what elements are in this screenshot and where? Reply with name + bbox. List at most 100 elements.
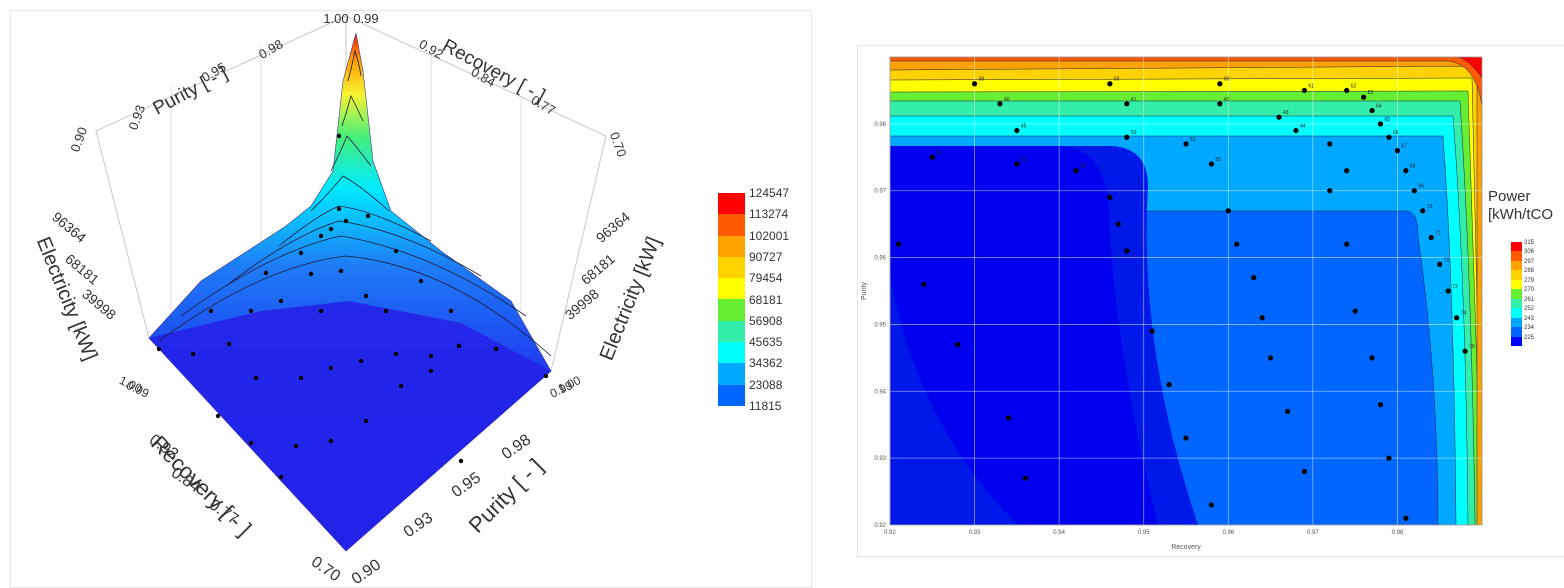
surface-legend-value: 11815	[749, 399, 782, 413]
contour-point-label: 72	[1444, 257, 1450, 263]
contour-data-point	[1411, 188, 1417, 194]
contour-legend-value: 225	[1524, 334, 1535, 341]
contour-x-tick: 0.98	[1392, 530, 1404, 536]
surface-front-recovery-tick: 0.70	[308, 553, 343, 585]
contour-data-point	[1183, 141, 1189, 147]
contour-point-label: 52	[936, 150, 942, 156]
contour-panel: 58 59 60 61 62 63 64 65 66 67 68 69 70 71 72 73 74 75 40 41…	[857, 45, 1564, 557]
surface-data-point	[358, 358, 364, 364]
contour-point-label: 75	[1469, 344, 1475, 350]
contour-data-point	[1386, 455, 1392, 461]
contour-legend-value: 297	[1524, 258, 1535, 265]
contour-x-tick: 0.96	[1222, 530, 1234, 536]
surface-data-point	[248, 308, 254, 314]
contour-data-point	[1217, 81, 1223, 87]
contour-x-tick: 0.92	[884, 530, 896, 536]
surface-legend-value: 56908	[749, 313, 783, 328]
contour-legend-value: 279	[1524, 277, 1535, 284]
surface-front-purity-title: Purity [ - ]	[464, 454, 548, 538]
contour-point-label: 71	[1435, 231, 1441, 237]
contour-legend-swatch	[1511, 289, 1522, 299]
surface-3d-plot: Purity [ - ] 0.90 0.93 0.95 0.98 1.00 0.99 Reco…	[32, 11, 665, 587]
contour-data-point	[1107, 81, 1113, 87]
contour-legend-swatch	[1511, 251, 1522, 261]
surface-data-point	[458, 458, 464, 464]
contour-data-point	[1014, 161, 1020, 167]
contour-band	[1457, 57, 1482, 79]
contour-data-point	[1394, 148, 1401, 154]
contour-legend: Power [kWh/tCO 315 306 297 288 279 270 261 252 2…	[1488, 188, 1564, 346]
surface-data-point	[365, 213, 371, 219]
contour-legend-value: 234	[1524, 325, 1535, 332]
surface-data-point	[336, 133, 342, 139]
surface-data-point	[248, 440, 254, 446]
surface-legend-swatch	[718, 342, 745, 364]
surface-data-point	[298, 250, 304, 256]
surface-legend-colorbar	[718, 193, 745, 406]
contour-data-point	[1386, 134, 1392, 140]
surface-data-point	[338, 268, 344, 274]
contour-data-point	[1369, 355, 1375, 361]
contour-legend-value: 306	[1524, 249, 1535, 256]
contour-band	[890, 146, 1158, 525]
surface-legend-value: 34362	[749, 356, 783, 371]
surface-backwall-purity-tick: 0.90	[67, 125, 90, 154]
contour-legend-swatch	[1511, 327, 1522, 337]
surface-z-tick-right: 39998	[562, 285, 602, 322]
contour-data-point	[1208, 502, 1214, 508]
contour-data-point	[1377, 121, 1384, 127]
contour-data-point	[1183, 435, 1189, 441]
surface-data-point	[253, 375, 259, 381]
contour-data-point	[1344, 241, 1350, 247]
surface-legend-value: 79454	[749, 271, 783, 286]
contour-legend-swatch	[1511, 279, 1522, 290]
contour-point-label: 70	[1427, 204, 1433, 210]
surface-data-point	[190, 351, 196, 357]
contour-data-point	[1403, 168, 1409, 174]
surface-data-point	[543, 373, 549, 379]
surface-corner-label: 1.00	[323, 11, 348, 26]
contour-data-point	[1352, 308, 1358, 314]
surface-3d-panel: Purity [ - ] 0.90 0.93 0.95 0.98 1.00 0.99 Reco…	[10, 10, 812, 588]
contour-data-point	[1073, 168, 1079, 174]
surface-contour-line	[347, 49, 362, 82]
surface-backwall-purity-tick: 0.93	[125, 103, 148, 132]
surface-data-point	[208, 308, 214, 314]
surface-legend-swatch	[718, 320, 745, 343]
contour-legend-colorbar	[1511, 242, 1522, 346]
contour-data-point	[1284, 408, 1291, 414]
contour-data-point	[1267, 355, 1274, 361]
surface-data-point	[398, 383, 404, 389]
contour-data-point	[1403, 515, 1409, 521]
contour-legend-swatch	[1511, 308, 1522, 318]
surface-data-point	[393, 351, 399, 357]
contour-data-point	[1437, 261, 1443, 267]
surface-data-point	[363, 293, 369, 299]
contour-data-point	[1301, 87, 1307, 94]
contour-data-point	[1225, 208, 1231, 214]
contour-point-label: 40	[1004, 97, 1010, 103]
contour-point-label: 69	[1418, 184, 1424, 190]
contour-data-point	[1344, 168, 1350, 174]
contour-legend-value: 252	[1524, 306, 1535, 313]
contour-data-point	[1234, 241, 1240, 247]
contour-x-tick: 0.95	[1138, 530, 1150, 536]
contour-legend-swatch	[1511, 336, 1522, 346]
contour-legend-value: 270	[1524, 287, 1535, 294]
contour-data-point	[895, 241, 902, 247]
surface-backwall-recovery-title: Recovery [ - ]	[439, 35, 549, 107]
contour-data-point	[1428, 234, 1434, 241]
contour-data-point	[1454, 315, 1460, 321]
surface-data-point	[328, 226, 334, 232]
surface-data-point	[308, 271, 314, 277]
contour-point-label: 55	[1215, 157, 1221, 163]
contour-point-label: 41	[1131, 97, 1137, 103]
contour-y-tick: 0.94	[874, 389, 886, 395]
contour-data-point	[929, 154, 935, 160]
contour-point-label: 53	[1021, 157, 1027, 163]
surface-data-point	[263, 270, 269, 276]
contour-legend-swatch	[1511, 317, 1522, 328]
surface-legend-value: 68181	[749, 292, 783, 307]
contour-data-point	[1251, 275, 1257, 281]
contour-legend-value: 288	[1524, 268, 1535, 275]
